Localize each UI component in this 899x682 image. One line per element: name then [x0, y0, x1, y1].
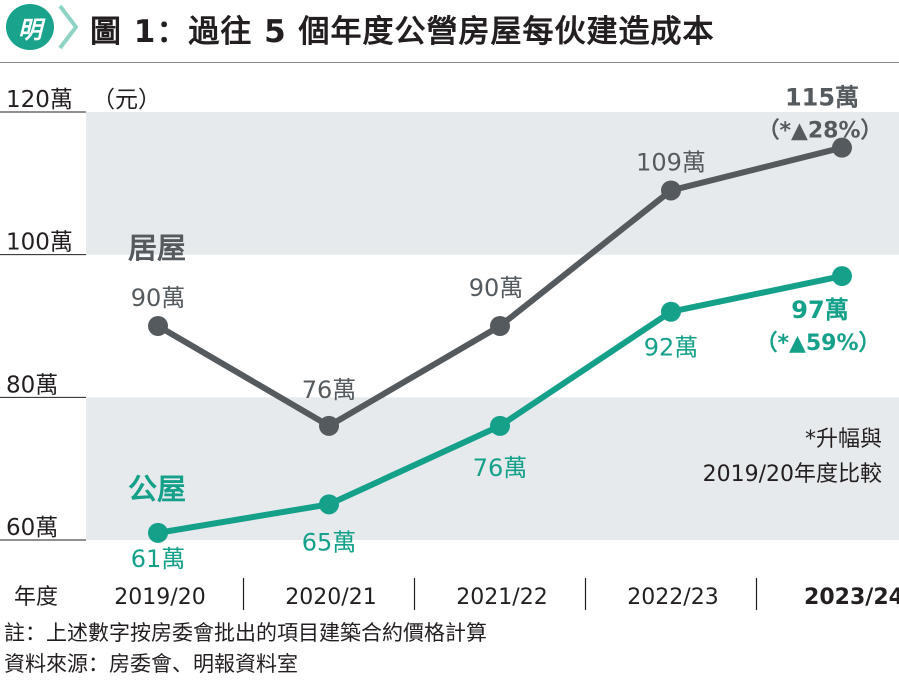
mingpao-logo: 明 — [6, 4, 54, 50]
data-point — [148, 316, 168, 336]
chevron-icon — [58, 4, 78, 50]
footnote-line: *升幅與 — [805, 427, 882, 452]
data-point — [661, 180, 681, 201]
y-tick-label: 100萬 — [6, 230, 73, 256]
grid-band — [86, 112, 899, 255]
data-label: 65萬 — [302, 528, 357, 556]
x-tick-label: 2022/23 — [627, 585, 718, 610]
header: 明 圖 1：過往 5 個年度公營房屋每伙建造成本 — [0, 0, 899, 56]
data-point — [832, 137, 852, 158]
data-point — [661, 301, 681, 322]
series-name-label: 居屋 — [128, 231, 186, 265]
x-axis-label: 年度 — [14, 585, 58, 610]
data-point — [148, 522, 168, 543]
notes: 註：上述數字按房委會批出的項目建築合約價格計算 資料來源：房委會、明報資料室 — [4, 618, 487, 680]
data-label: 90萬 — [469, 274, 524, 302]
data-point — [490, 316, 510, 336]
change-annotation: （*▲28%） — [757, 119, 882, 144]
chart-title: 圖 1：過往 5 個年度公營房屋每伙建造成本 — [90, 14, 715, 50]
data-label: 97萬 — [791, 296, 848, 324]
x-tick-label: 2020/21 — [285, 585, 376, 610]
header-rule — [0, 62, 899, 63]
y-tick-label: 120萬 — [6, 87, 73, 113]
data-label: 115萬 — [785, 84, 859, 112]
source-text: 資料來源：房委會、明報資料室 — [4, 652, 298, 676]
data-point — [319, 494, 339, 515]
x-tick-label: 2021/22 — [456, 585, 547, 610]
change-annotation: （*▲59%） — [755, 331, 880, 356]
y-tick-label: 80萬 — [6, 372, 58, 398]
y-unit-label: （元） — [92, 87, 161, 113]
data-label: 76萬 — [473, 454, 528, 482]
data-label: 90萬 — [131, 284, 186, 312]
note-text: 註：上述數字按房委會批出的項目建築合約價格計算 — [4, 621, 487, 645]
data-point — [490, 415, 510, 436]
y-tick-label: 60萬 — [6, 515, 58, 541]
series-name-label: 公屋 — [128, 472, 186, 506]
data-label: 76萬 — [302, 376, 357, 404]
line-chart: 60萬 80萬 100萬 120萬 （元） 年度 2019/20 2020/21 2021/22… — [0, 84, 899, 610]
x-tick-label: 2019/20 — [114, 585, 205, 610]
data-label: 92萬 — [644, 334, 699, 362]
data-point — [832, 266, 852, 287]
data-label: 109萬 — [636, 148, 706, 176]
x-tick-label: 2023/24 — [804, 585, 899, 610]
data-point — [319, 415, 339, 436]
data-label: 61萬 — [131, 545, 186, 573]
footnote-line: 2019/20年度比較 — [703, 462, 882, 487]
